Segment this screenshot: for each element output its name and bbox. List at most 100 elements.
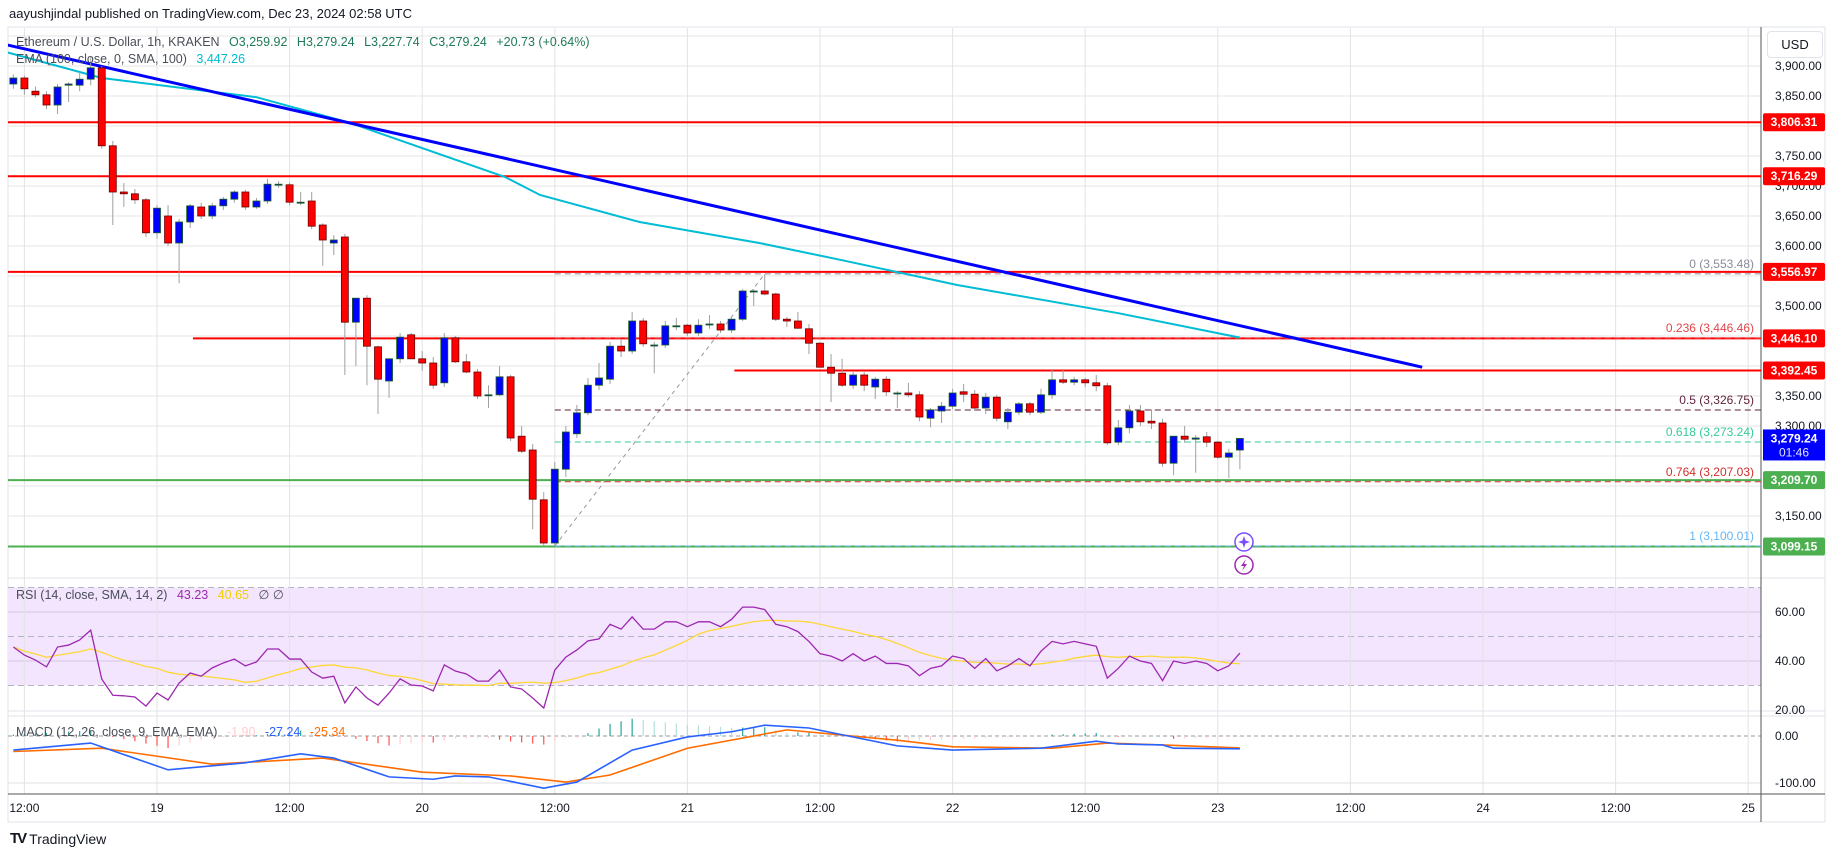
candle[interactable] (440, 333, 449, 387)
candle[interactable] (915, 391, 924, 422)
candle[interactable] (760, 273, 769, 296)
candle[interactable] (285, 182, 294, 206)
candle[interactable] (263, 178, 272, 204)
candle[interactable] (838, 358, 846, 387)
candle[interactable] (539, 492, 548, 546)
candle[interactable] (771, 292, 780, 321)
candle[interactable] (561, 426, 570, 477)
candle[interactable] (484, 385, 493, 408)
candle[interactable] (1070, 376, 1079, 386)
candle[interactable] (926, 408, 935, 428)
candle[interactable] (1136, 405, 1145, 426)
candle[interactable] (241, 189, 250, 210)
candle[interactable] (606, 342, 614, 384)
candle[interactable] (937, 402, 946, 423)
candle[interactable] (727, 318, 736, 333)
candle[interactable] (506, 375, 515, 441)
candle[interactable] (639, 318, 648, 347)
candle[interactable] (584, 378, 592, 416)
candle[interactable] (418, 351, 427, 371)
candle[interactable] (904, 382, 913, 398)
candle[interactable] (893, 391, 902, 408)
candle[interactable] (716, 321, 725, 333)
candle[interactable] (307, 192, 316, 230)
rsi-legend[interactable]: RSI (14, close, SMA, 14, 2) 43.23 40.65 … (16, 587, 290, 602)
candle[interactable] (20, 75, 29, 95)
candle[interactable] (550, 462, 559, 546)
candle[interactable] (948, 388, 957, 410)
candle[interactable] (705, 315, 714, 329)
candle[interactable] (407, 333, 416, 360)
candle[interactable] (1092, 375, 1101, 392)
candle[interactable] (31, 86, 40, 98)
candle[interactable] (164, 205, 172, 246)
candle[interactable] (1125, 405, 1134, 434)
candle[interactable] (296, 192, 305, 206)
candle[interactable] (1147, 409, 1156, 429)
candle[interactable] (860, 372, 869, 392)
candle[interactable] (252, 198, 261, 209)
candle[interactable] (451, 336, 460, 363)
candle[interactable] (230, 190, 239, 203)
candle[interactable] (782, 316, 791, 327)
candle[interactable] (1103, 382, 1112, 446)
candle[interactable] (749, 289, 758, 306)
macd-signal-line[interactable] (13, 729, 1240, 783)
macd-line[interactable] (13, 724, 1240, 789)
candle[interactable] (153, 205, 161, 239)
candle[interactable] (805, 324, 813, 354)
candle[interactable] (429, 357, 438, 389)
candle[interactable] (108, 141, 117, 225)
candle[interactable] (208, 202, 217, 219)
candle[interactable] (981, 393, 990, 414)
candle[interactable] (351, 297, 360, 366)
candle[interactable] (1059, 369, 1067, 384)
rsi-sma-line[interactable] (13, 619, 1240, 687)
candle[interactable] (738, 289, 747, 321)
candle[interactable] (617, 339, 625, 357)
candle[interactable] (595, 363, 603, 390)
candle[interactable] (1026, 402, 1034, 416)
candle[interactable] (1037, 388, 1045, 414)
candle[interactable] (374, 345, 382, 414)
candle[interactable] (992, 394, 1001, 422)
candle[interactable] (1081, 378, 1090, 387)
candle[interactable] (495, 366, 504, 396)
ema-line[interactable] (2, 51, 1241, 339)
candle[interactable] (683, 324, 692, 336)
candle[interactable] (816, 342, 824, 368)
candle[interactable] (694, 319, 703, 336)
candle[interactable] (573, 405, 581, 438)
candle[interactable] (959, 384, 968, 402)
candle[interactable] (1015, 402, 1023, 416)
candle[interactable] (1180, 426, 1189, 443)
candle[interactable] (75, 72, 84, 92)
candle[interactable] (42, 91, 51, 110)
candle[interactable] (396, 333, 405, 363)
candle[interactable] (628, 312, 637, 354)
candle[interactable] (1114, 420, 1123, 446)
candle[interactable] (363, 295, 371, 386)
candle[interactable] (186, 204, 195, 228)
candle[interactable] (827, 354, 835, 402)
candle[interactable] (882, 376, 891, 396)
symbol-title[interactable]: Ethereum / U.S. Dollar, 1h, KRAKEN (16, 35, 220, 49)
candle[interactable] (340, 234, 349, 375)
candle[interactable] (219, 196, 228, 210)
candle[interactable] (970, 390, 979, 411)
candle[interactable] (130, 189, 139, 204)
candle[interactable] (86, 57, 95, 86)
candle[interactable] (794, 312, 802, 329)
candle[interactable] (318, 223, 327, 266)
trendline[interactable] (0, 43, 1423, 369)
candle[interactable] (1048, 369, 1056, 399)
candle[interactable] (1213, 441, 1222, 459)
lightning-icon[interactable] (1234, 555, 1254, 575)
candle[interactable] (871, 376, 880, 399)
candle[interactable] (329, 235, 338, 255)
ema-legend[interactable]: EMA (100, close, 0, SMA, 100) 3,447.26 (16, 52, 251, 66)
macd-legend[interactable]: MACD (12, 26, close, 9, EMA, EMA) -1.90 … (16, 725, 351, 739)
candle[interactable] (473, 369, 482, 399)
candle[interactable] (97, 66, 106, 149)
